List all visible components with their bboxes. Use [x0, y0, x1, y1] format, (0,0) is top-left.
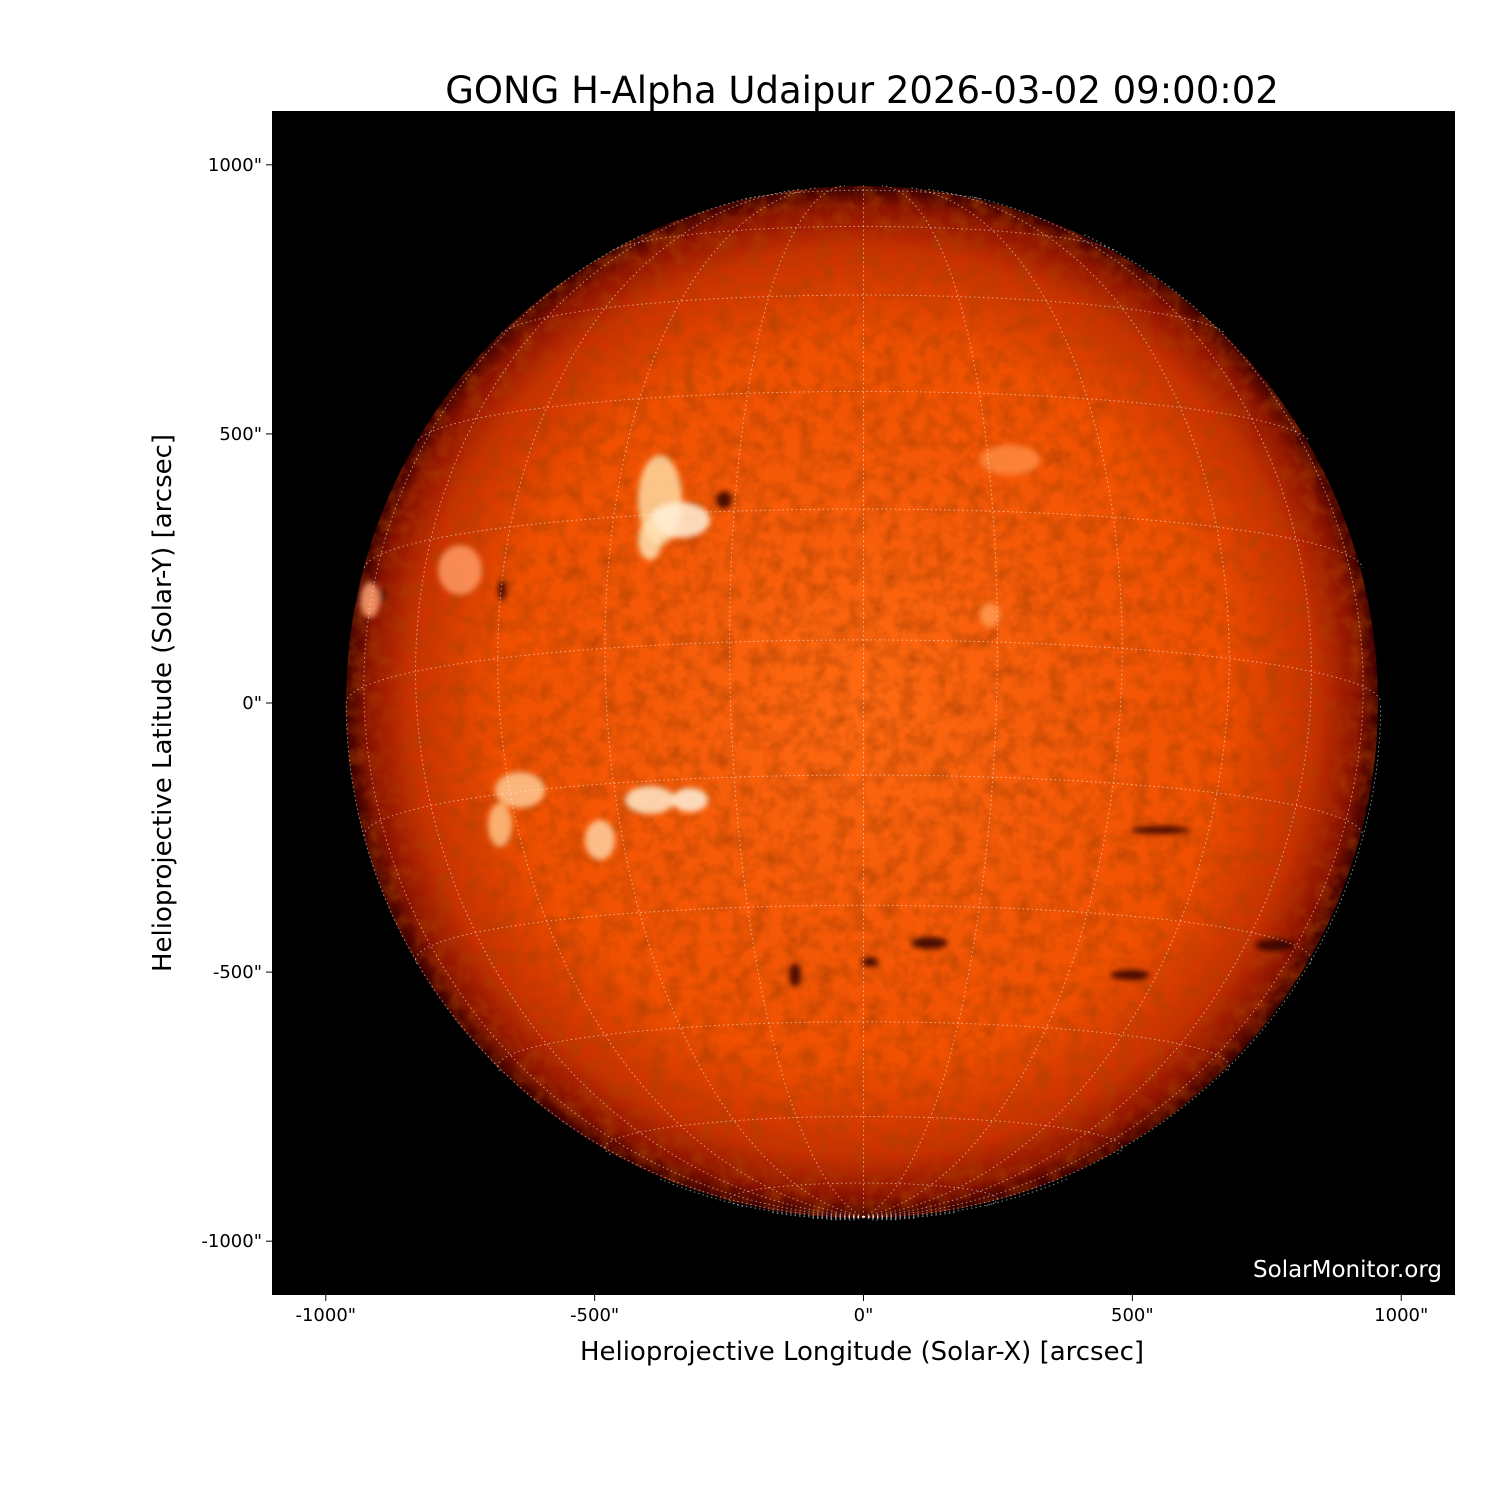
dark-filament [1255, 939, 1295, 951]
longitude-line [863, 1216, 900, 1221]
latitude-line [363, 508, 1364, 569]
plage [638, 520, 662, 560]
longitude-line [863, 188, 1230, 1218]
latitude-line [497, 1021, 1230, 1072]
y-tick-label: -1000" [201, 1231, 262, 1252]
plage [585, 820, 615, 860]
dark-filament [379, 588, 385, 602]
latitude-line [745, 189, 982, 200]
active-regions [360, 445, 1295, 987]
x-tick-label: -1000" [295, 1305, 356, 1326]
longitude-line [863, 1178, 1067, 1218]
x-tick-label: 0" [854, 1305, 874, 1326]
dark-filament [716, 491, 732, 509]
plage [980, 603, 1000, 627]
x-axis-label: Helioprojective Longitude (Solar-X) [arc… [580, 1337, 1144, 1367]
y-tick-label: 0" [242, 693, 262, 714]
plage [438, 545, 482, 595]
longitude-line [363, 233, 864, 1218]
plage [495, 772, 545, 808]
chart-title: GONG H-Alpha Udaipur 2026-03-02 09:00:02 [445, 69, 1279, 112]
dark-filament [862, 957, 878, 967]
watermark: SolarMonitor.org [1253, 1257, 1442, 1283]
dark-filament [1110, 970, 1150, 980]
latitude-line [417, 390, 1310, 441]
dark-filament [498, 580, 506, 600]
longitude-line [863, 186, 1123, 1218]
latitude-line [729, 1182, 998, 1207]
y-axis-label: Helioprojective Latitude (Solar-Y) [arcs… [148, 434, 178, 972]
longitude-line [827, 1216, 864, 1221]
plage [360, 582, 380, 618]
plage [625, 786, 675, 814]
x-axis: -1000" -500" 0" 500" 1000" [295, 1295, 1428, 1326]
latitude-line [612, 225, 1115, 251]
dark-filament [789, 963, 801, 987]
longitude-line [497, 188, 864, 1218]
latitude-line [604, 1116, 1123, 1156]
y-tick-label: 500" [219, 424, 262, 445]
y-axis: -1000" -500" 0" 500" 1000" [201, 155, 272, 1252]
longitude-line [660, 1178, 864, 1218]
plage [488, 803, 512, 847]
longitude-line [863, 233, 1364, 1218]
chromosphere-texture [346, 186, 1378, 1218]
y-tick-label: 1000" [208, 155, 262, 176]
longitude-line [863, 1211, 957, 1219]
latitude-line [363, 774, 1364, 837]
plage [672, 788, 708, 812]
plage [650, 502, 710, 538]
dark-filament [1130, 826, 1190, 834]
x-tick-label: 500" [1111, 1305, 1154, 1326]
x-tick-label: -500" [570, 1305, 619, 1326]
heliographic-grid [345, 185, 1382, 1221]
longitude-line [770, 1211, 864, 1219]
x-tick-label: 1000" [1374, 1305, 1428, 1326]
longitude-line [604, 186, 864, 1218]
dark-filament [912, 937, 948, 949]
plage [980, 445, 1040, 475]
y-tick-label: -500" [213, 962, 262, 983]
